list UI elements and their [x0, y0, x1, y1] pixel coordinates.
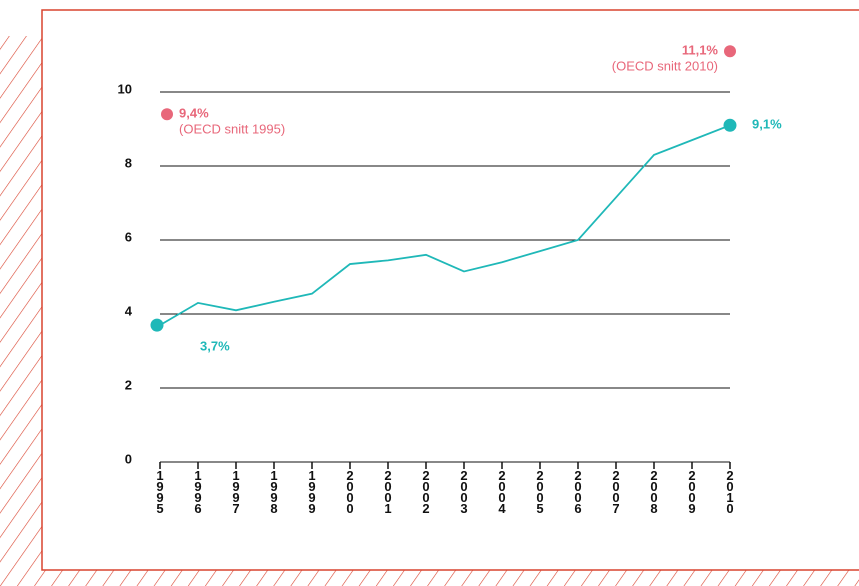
data-point	[150, 318, 164, 332]
y-tick-label: 6	[125, 229, 132, 244]
annotation-label: 11,1%	[682, 43, 719, 58]
data-line	[159, 124, 731, 326]
data-point	[723, 118, 737, 132]
y-tick-label: 2	[125, 377, 132, 392]
frame	[41, 9, 859, 571]
y-tick-label: 10	[118, 81, 132, 96]
y-tick-label: 4	[125, 303, 133, 318]
annotation-text: (OECD snitt 2010)	[612, 59, 718, 74]
y-tick-label: 8	[125, 155, 132, 170]
annotation-point	[161, 108, 173, 121]
annotation-point	[724, 45, 736, 58]
y-tick-label: 0	[125, 451, 132, 466]
annotation-text: (OECD snitt 1995)	[179, 122, 285, 137]
annotation-label: 9,4%	[179, 106, 209, 121]
data-label: 3,7%	[200, 339, 230, 354]
data-label: 9,1%	[752, 117, 782, 132]
